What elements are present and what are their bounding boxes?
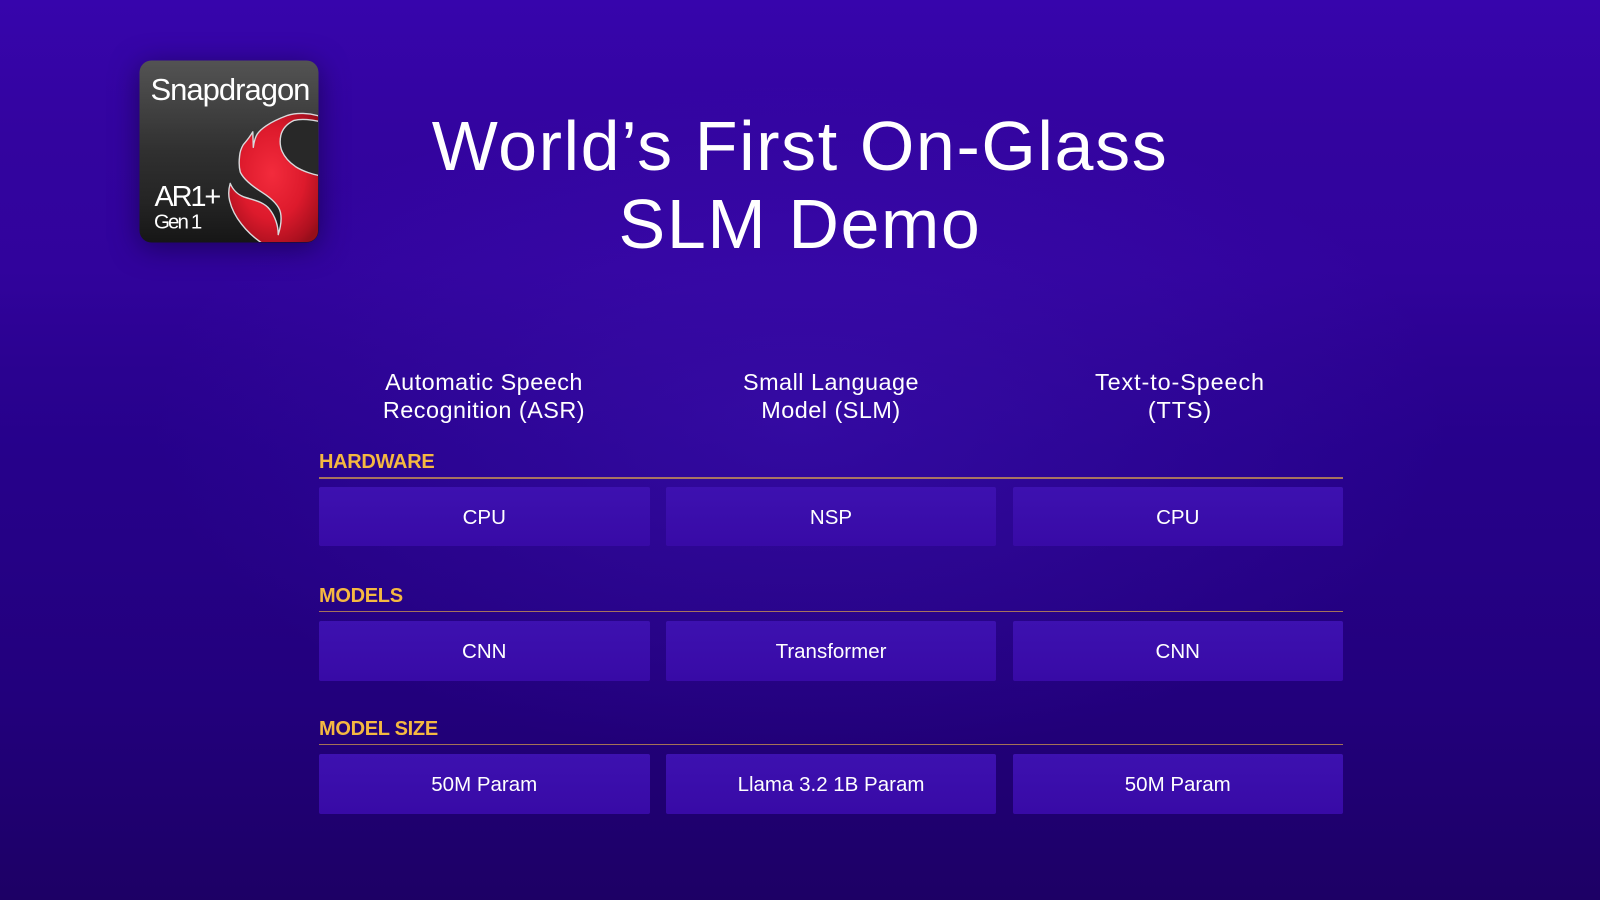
- svg-text:Snapdragon: Snapdragon: [151, 72, 310, 107]
- svg-text:AR1+: AR1+: [155, 181, 221, 213]
- svg-text:Gen 1: Gen 1: [154, 211, 202, 234]
